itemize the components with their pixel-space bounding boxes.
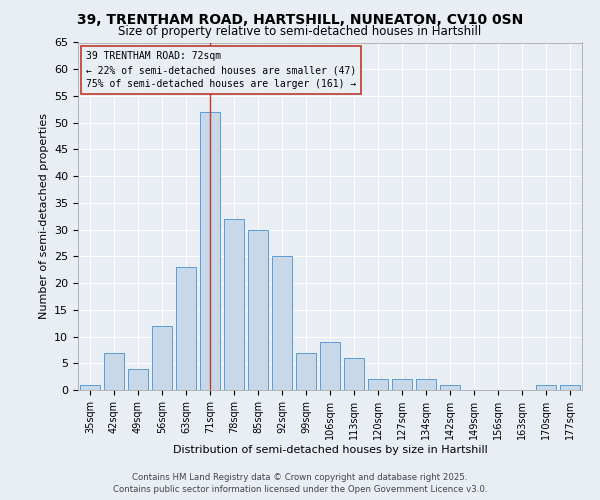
Bar [272,256,292,390]
Bar [152,326,172,390]
Text: Size of property relative to semi-detached houses in Hartshill: Size of property relative to semi-detach… [118,25,482,38]
Bar [440,384,460,390]
Bar [344,358,364,390]
Bar [248,230,268,390]
Bar [128,368,148,390]
Bar [320,342,340,390]
Bar [392,380,412,390]
X-axis label: Distribution of semi-detached houses by size in Hartshill: Distribution of semi-detached houses by … [173,444,487,454]
Bar [296,352,316,390]
Bar [176,267,196,390]
Bar [536,384,556,390]
Bar [104,352,124,390]
Bar [368,380,388,390]
Bar [416,380,436,390]
Bar [224,219,244,390]
Bar [200,112,220,390]
Text: 39, TRENTHAM ROAD, HARTSHILL, NUNEATON, CV10 0SN: 39, TRENTHAM ROAD, HARTSHILL, NUNEATON, … [77,12,523,26]
Bar [80,384,100,390]
Text: Contains HM Land Registry data © Crown copyright and database right 2025.
Contai: Contains HM Land Registry data © Crown c… [113,472,487,494]
Text: 39 TRENTHAM ROAD: 72sqm
← 22% of semi-detached houses are smaller (47)
75% of se: 39 TRENTHAM ROAD: 72sqm ← 22% of semi-de… [86,51,356,89]
Y-axis label: Number of semi-detached properties: Number of semi-detached properties [38,114,49,320]
Bar [560,384,580,390]
